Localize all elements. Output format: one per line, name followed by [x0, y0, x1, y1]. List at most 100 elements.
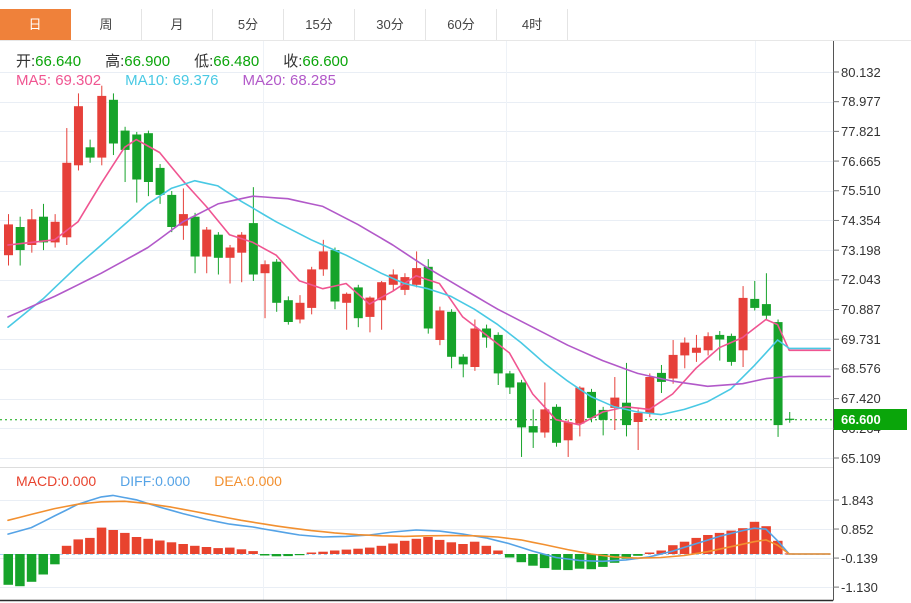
- candle-body: [62, 162, 72, 238]
- tab-3[interactable]: 月: [142, 9, 213, 40]
- candle-body: [540, 409, 550, 433]
- candle-body: [621, 402, 631, 426]
- price-axis-label: 75.510: [841, 183, 881, 199]
- macd-histogram-bar: [528, 554, 538, 566]
- macd-histogram-bar: [283, 554, 293, 557]
- candle-body: [283, 300, 293, 322]
- high-readout: 高:66.900: [105, 50, 170, 71]
- macd-axis-label: -0.139: [841, 550, 878, 566]
- high-label: 高:: [105, 53, 125, 70]
- candle-body: [50, 221, 60, 243]
- ma5-label: MA5:: [16, 72, 52, 89]
- candle-body: [143, 133, 153, 182]
- macd-histogram-bar: [458, 544, 468, 554]
- macd-histogram-bar: [563, 554, 573, 571]
- ma20-readout: MA20: 68.285: [243, 72, 336, 89]
- macd-histogram-bar: [644, 552, 655, 554]
- open-label: 开:: [16, 53, 36, 70]
- macd-histogram-bar: [726, 530, 736, 554]
- macd-histogram-bar: [73, 539, 83, 555]
- macd-histogram-bar: [493, 550, 503, 554]
- candle-body: [97, 95, 107, 158]
- macd-histogram-bar: [38, 554, 48, 575]
- macd-histogram-bar: [504, 554, 515, 558]
- tab-4[interactable]: 5分: [213, 9, 284, 40]
- candle-body: [342, 293, 352, 303]
- candle-body: [656, 372, 666, 382]
- candle-body: [691, 347, 701, 353]
- tab-7[interactable]: 60分: [426, 9, 497, 40]
- candle-body: [377, 282, 387, 301]
- price-axis-label: 74.354: [841, 212, 881, 228]
- macd-histogram-bar: [388, 543, 398, 554]
- macd-histogram-bar: [749, 521, 760, 554]
- tab-5[interactable]: 15分: [284, 9, 355, 40]
- macd-histogram-bar: [364, 547, 375, 554]
- macd-histogram-bar: [481, 545, 492, 554]
- ma-legend: MA5: 69.302 MA10: 69.376 MA20: 68.285: [16, 72, 336, 89]
- macd-histogram-bar: [271, 554, 282, 557]
- tab-6[interactable]: 30分: [355, 9, 426, 40]
- candle-body: [15, 227, 25, 251]
- candle-body: [295, 302, 305, 320]
- candle-body: [645, 377, 655, 413]
- price-axis-label: 67.420: [841, 391, 881, 407]
- tab-8[interactable]: 4时: [497, 9, 568, 40]
- tab-2[interactable]: 周: [71, 9, 142, 40]
- current-price-tag: 66.600: [834, 409, 907, 430]
- candle-body: [750, 298, 760, 308]
- candle-body: [155, 167, 165, 195]
- candle-body: [73, 106, 83, 166]
- ma5-readout: MA5: 69.302: [16, 72, 101, 89]
- macd-histogram-bar: [236, 549, 247, 554]
- macd-histogram-bar: [773, 540, 783, 554]
- macd-histogram-bar: [201, 547, 212, 554]
- candle-body: [38, 216, 48, 243]
- macd-histogram-bar: [131, 537, 142, 554]
- macd-histogram-bar: [714, 532, 725, 554]
- candle-body: [482, 328, 492, 338]
- macd-histogram-bar: [3, 554, 13, 585]
- candle-body: [108, 99, 118, 144]
- low-value: 66.480: [213, 53, 260, 70]
- macd-value: 0.000: [61, 473, 97, 489]
- macd-histogram-bar: [61, 545, 72, 554]
- candle-body: [435, 310, 445, 340]
- macd-histogram-bar: [318, 551, 328, 554]
- macd-histogram-bar: [225, 547, 235, 554]
- macd-histogram-bar: [155, 540, 165, 554]
- candle-body: [785, 418, 795, 420]
- candle-body: [680, 342, 690, 356]
- price-axis-label: 70.887: [841, 302, 881, 318]
- macd-histogram-bar: [703, 535, 713, 554]
- dea-line: [7, 500, 831, 559]
- macd-histogram-bar: [399, 540, 410, 554]
- price-axis-label: 68.576: [841, 361, 881, 377]
- tab-bar: 日周月 5分 15分 30分 60分 4时: [0, 0, 911, 41]
- candle-body: [458, 356, 468, 365]
- candle-body: [272, 261, 282, 303]
- candle-body: [703, 336, 713, 351]
- macd-histogram-bar: [260, 554, 270, 556]
- candle-body: [237, 234, 247, 253]
- candle-body: [575, 387, 585, 424]
- macd-histogram-bar: [423, 537, 433, 554]
- low-label: 低:: [194, 53, 214, 70]
- candle-body: [202, 229, 212, 257]
- macd-histogram-bar: [341, 549, 352, 554]
- ma10-readout: MA10: 69.376: [125, 72, 218, 89]
- price-axis-label: 76.665: [841, 153, 881, 169]
- ma20-label: MA20:: [242, 72, 286, 89]
- tab-1[interactable]: 日: [0, 9, 71, 40]
- macd-axis-label: 1.843: [841, 492, 874, 508]
- macd-legend: MACD:0.000 DIFF:0.000 DEA:0.000: [16, 473, 282, 489]
- ma20-line: [7, 195, 831, 388]
- diff-value: 0.000: [155, 473, 191, 489]
- candle-body: [190, 216, 200, 257]
- dea-label: DEA:: [214, 473, 247, 489]
- candle-body: [715, 334, 725, 340]
- macd-histogram-bar: [656, 550, 666, 554]
- diff-label: DIFF:: [120, 473, 156, 489]
